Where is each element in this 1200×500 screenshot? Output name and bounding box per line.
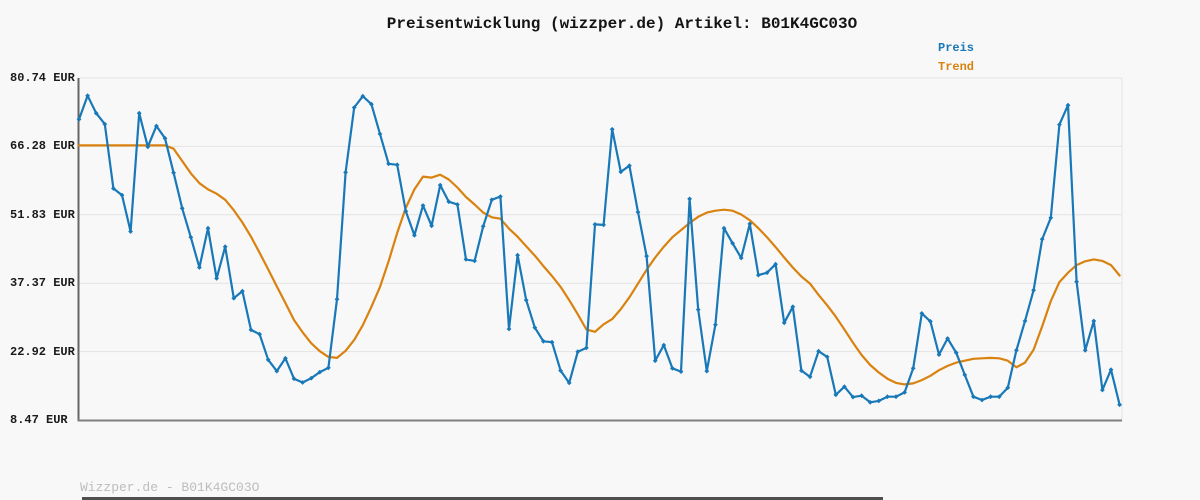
page-title: Preisentwicklung (wizzper.de) Artikel: B…: [386, 15, 858, 33]
legend-item-preis: Preis: [938, 41, 975, 55]
bottom-border-bar: [82, 497, 883, 500]
chart-legend: Preis Trend: [938, 39, 974, 77]
legend-item-trend: Trend: [938, 60, 975, 74]
watermark-text: Wizzper.de - B01K4GC03O: [80, 480, 260, 495]
